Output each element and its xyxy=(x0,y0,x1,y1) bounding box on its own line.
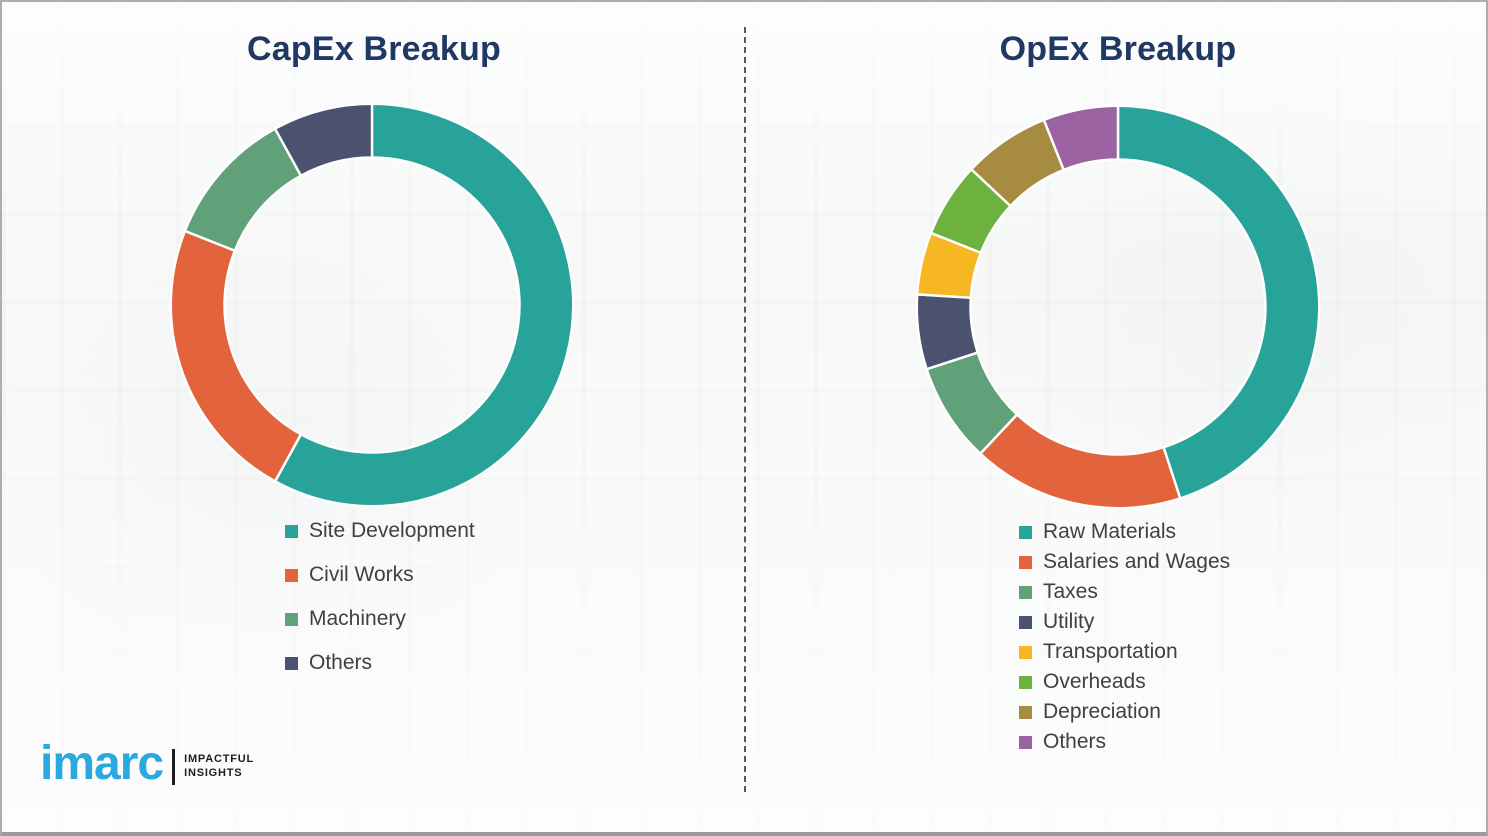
imarc-logo-wordmark: imarc xyxy=(40,737,164,790)
segment-salaries-and-wages xyxy=(978,412,1182,510)
legend-swatch-depreciation xyxy=(1019,705,1032,719)
legend-label: Taxes xyxy=(1043,580,1098,603)
legend-label: Civil Works xyxy=(309,563,414,586)
logo-tagline-line1: IMPACTFUL xyxy=(184,753,255,766)
legend-label: Raw Materials xyxy=(1043,520,1177,543)
legend-label: Depreciation xyxy=(1043,700,1161,723)
legend-item-machinery: Machinery xyxy=(285,597,475,641)
legend-item-taxes: Taxes xyxy=(1019,577,1230,607)
legend-swatch-machinery xyxy=(285,612,298,626)
legend-item-others: Others xyxy=(1019,727,1230,757)
opex-legend: Raw Materials Salaries and Wages Taxes Util… xyxy=(1019,517,1230,757)
opex-panel: OpEx Breakup Raw Materials Salaries and W… xyxy=(746,2,1486,832)
legend-label: Salaries and Wages xyxy=(1043,550,1231,573)
segment-others xyxy=(1042,104,1120,172)
segment-raw-materials xyxy=(1116,104,1321,500)
legend-item-overheads: Overheads xyxy=(1019,667,1230,697)
legend-swatch-overheads xyxy=(1019,675,1032,689)
legend-item-civil-works: Civil Works xyxy=(285,553,475,597)
segment-civil-works xyxy=(169,229,303,483)
logo-tagline: IMPACTFUL INSIGHTS xyxy=(184,753,254,781)
logo-divider-bar xyxy=(172,749,176,785)
legend-swatch-taxes xyxy=(1019,585,1032,599)
legend-swatch-site-development xyxy=(285,524,298,538)
dashed-divider xyxy=(744,27,746,792)
legend-swatch-raw-materials xyxy=(1019,525,1032,539)
legend-label: Others xyxy=(1043,730,1107,753)
legend-label: Utility xyxy=(1043,610,1095,633)
legend-label: Overheads xyxy=(1043,670,1146,693)
imarc-logo: imarc IMPACTFUL INSIGHTS xyxy=(40,740,254,788)
legend-item-transportation: Transportation xyxy=(1019,637,1230,667)
legend-label: Site Development xyxy=(309,519,475,542)
legend-swatch-civil-works xyxy=(285,568,298,582)
legend-item-utility: Utility xyxy=(1019,607,1230,637)
capex-chart-title: CapEx Breakup xyxy=(247,30,501,68)
legend-label: Transportation xyxy=(1043,640,1178,663)
segment-site-development xyxy=(273,102,575,508)
segment-others xyxy=(273,102,374,178)
opex-chart-title: OpEx Breakup xyxy=(999,30,1237,68)
opex-donut-chart xyxy=(915,104,1321,510)
capex-donut-chart xyxy=(169,102,575,508)
legend-label: Others xyxy=(309,651,373,674)
legend-item-others: Others xyxy=(285,641,475,685)
capex-panel: CapEx Breakup Site Development Civil Work… xyxy=(2,2,746,832)
legend-swatch-transportation xyxy=(1019,645,1032,659)
legend-swatch-others xyxy=(285,656,298,670)
logo-tagline-line2: INSIGHTS xyxy=(184,767,243,779)
legend-swatch-utility xyxy=(1019,615,1032,629)
legend-item-salaries-and-wages: Salaries and Wages xyxy=(1019,547,1230,577)
legend-item-raw-materials: Raw Materials xyxy=(1019,517,1230,547)
legend-label: Machinery xyxy=(309,607,406,630)
legend-item-depreciation: Depreciation xyxy=(1019,697,1230,727)
segment-machinery xyxy=(183,127,303,253)
capex-legend: Site Development Civil Works Machinery Othe… xyxy=(285,509,475,685)
legend-swatch-others xyxy=(1019,735,1032,749)
legend-item-site-development: Site Development xyxy=(285,509,475,553)
legend-swatch-salaries-and-wages xyxy=(1019,555,1032,569)
